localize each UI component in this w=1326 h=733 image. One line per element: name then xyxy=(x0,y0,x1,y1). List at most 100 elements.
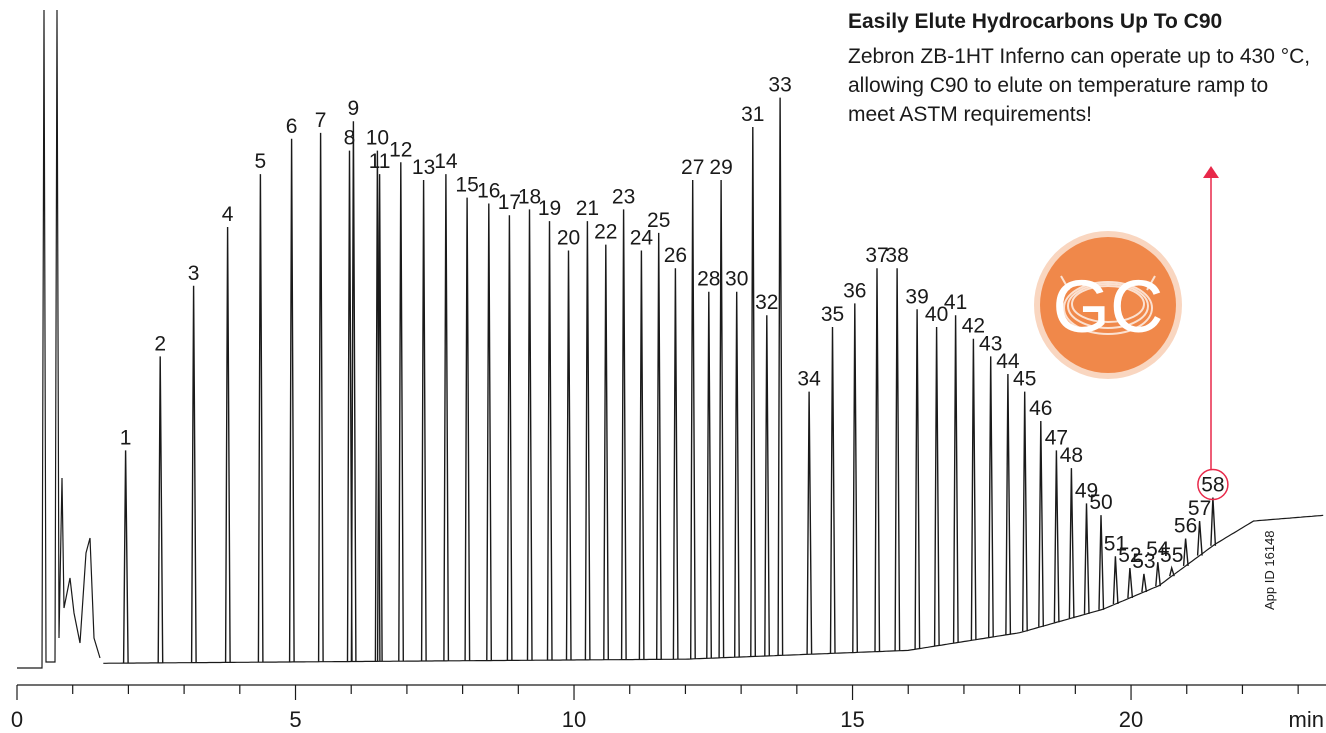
peak-47 xyxy=(1053,450,1060,623)
arrow-up-icon xyxy=(1203,166,1219,178)
peak-label-40: 40 xyxy=(925,303,948,326)
peak-label-57: 57 xyxy=(1188,497,1211,520)
peak-label-49: 49 xyxy=(1075,479,1098,502)
peak-39 xyxy=(914,309,921,649)
annotation-body: Zebron ZB-1HT Inferno can operate up to … xyxy=(848,45,1311,126)
peak-label-38: 38 xyxy=(885,244,908,267)
peak-43 xyxy=(988,356,994,638)
peak-label-47: 47 xyxy=(1045,426,1068,449)
peak-28 xyxy=(706,291,712,659)
peak-27 xyxy=(690,179,696,659)
peak-label-6: 6 xyxy=(286,115,298,138)
peak-50 xyxy=(1098,515,1105,610)
peak-56 xyxy=(1182,538,1189,566)
peak-label-7: 7 xyxy=(315,109,327,132)
peak-label-58: 58 xyxy=(1201,474,1224,497)
peak-57 xyxy=(1196,520,1203,556)
peak-14 xyxy=(443,174,450,661)
peak-34 xyxy=(806,391,813,655)
peak-label-51: 51 xyxy=(1104,532,1127,555)
peak-label-37: 37 xyxy=(865,244,888,267)
peak-4 xyxy=(224,226,231,663)
peak-33 xyxy=(777,97,784,656)
peak-label-20: 20 xyxy=(557,227,580,250)
peak-label-36: 36 xyxy=(843,279,866,302)
peak-label-43: 43 xyxy=(979,332,1002,355)
peak-54 xyxy=(1155,562,1161,587)
peak-18 xyxy=(526,209,533,661)
gc-logo-circle xyxy=(1040,237,1176,373)
peak-label-33: 33 xyxy=(768,74,791,97)
peak-3 xyxy=(190,285,197,663)
peak-label-56: 56 xyxy=(1174,515,1197,538)
peak-6 xyxy=(288,138,295,663)
peak-1 xyxy=(122,450,129,664)
peak-label-53: 53 xyxy=(1132,550,1155,573)
peak-label-15: 15 xyxy=(455,174,478,197)
peak-9 xyxy=(350,121,357,662)
peak-label-3: 3 xyxy=(188,262,200,285)
peak-label-39: 39 xyxy=(905,285,928,308)
peak-24 xyxy=(638,250,645,660)
peak-label-45: 45 xyxy=(1013,368,1036,391)
highlight-circle xyxy=(1197,468,1229,501)
peak-label-24: 24 xyxy=(630,227,654,250)
peak-label-14: 14 xyxy=(434,150,458,173)
annotation-box: Easily Elute Hydrocarbons Up To C90 Zebr… xyxy=(848,10,1318,129)
peak-label-44: 44 xyxy=(996,350,1020,373)
peak-7 xyxy=(317,132,324,662)
peak-label-10: 10 xyxy=(366,127,389,150)
peak-44 xyxy=(1005,373,1012,635)
peak-40 xyxy=(933,326,940,646)
peak-label-19: 19 xyxy=(538,197,561,220)
gc-logo-text: GC xyxy=(1053,265,1164,348)
peak-8 xyxy=(346,150,353,662)
peak-19 xyxy=(546,221,553,661)
peak-17 xyxy=(506,215,513,661)
peak-26 xyxy=(672,268,679,660)
peak-13 xyxy=(420,179,427,662)
peak-29 xyxy=(718,179,725,658)
peak-label-4: 4 xyxy=(222,203,234,226)
peak-23 xyxy=(620,209,627,660)
c90-highlight xyxy=(1197,166,1229,501)
peak-label-27: 27 xyxy=(681,156,704,179)
peak-49 xyxy=(1083,503,1090,614)
peak-label-42: 42 xyxy=(962,315,985,338)
gc-column-coil-icon xyxy=(1060,275,1156,335)
peak-label-46: 46 xyxy=(1029,397,1052,420)
peak-label-54: 54 xyxy=(1146,538,1170,561)
peak-42 xyxy=(970,338,977,641)
peak-label-2: 2 xyxy=(154,332,166,355)
peak-label-48: 48 xyxy=(1060,444,1083,467)
peak-label-11: 11 xyxy=(369,150,391,173)
chromatogram-trace xyxy=(17,9,1324,669)
peak-label-32: 32 xyxy=(755,291,778,314)
peak-label-31: 31 xyxy=(741,103,764,126)
peak-51 xyxy=(1112,556,1119,605)
peak-22 xyxy=(603,244,609,660)
peak-label-1: 1 xyxy=(120,426,132,449)
peak-label-21: 21 xyxy=(576,197,599,220)
gc-logo: GC xyxy=(1034,231,1182,379)
peak-52 xyxy=(1127,567,1134,598)
peak-48 xyxy=(1068,468,1075,619)
peak-11 xyxy=(376,174,383,662)
peak-35 xyxy=(829,326,836,654)
peak-20 xyxy=(565,250,572,661)
x-tick-label: 15 xyxy=(840,707,864,732)
peak-label-17: 17 xyxy=(498,191,521,214)
peak-53 xyxy=(1141,573,1148,593)
peak-31 xyxy=(750,126,756,657)
peak-label-29: 29 xyxy=(709,156,732,179)
peak-38 xyxy=(894,268,901,651)
peak-36 xyxy=(852,303,858,653)
peak-10 xyxy=(374,150,381,662)
x-tick-label: 20 xyxy=(1119,707,1143,732)
baseline-trace xyxy=(103,514,1324,664)
peak-label-50: 50 xyxy=(1089,491,1112,514)
x-tick-label: 0 xyxy=(11,707,23,732)
peak-41 xyxy=(952,315,959,643)
peak-label-22: 22 xyxy=(594,221,617,244)
